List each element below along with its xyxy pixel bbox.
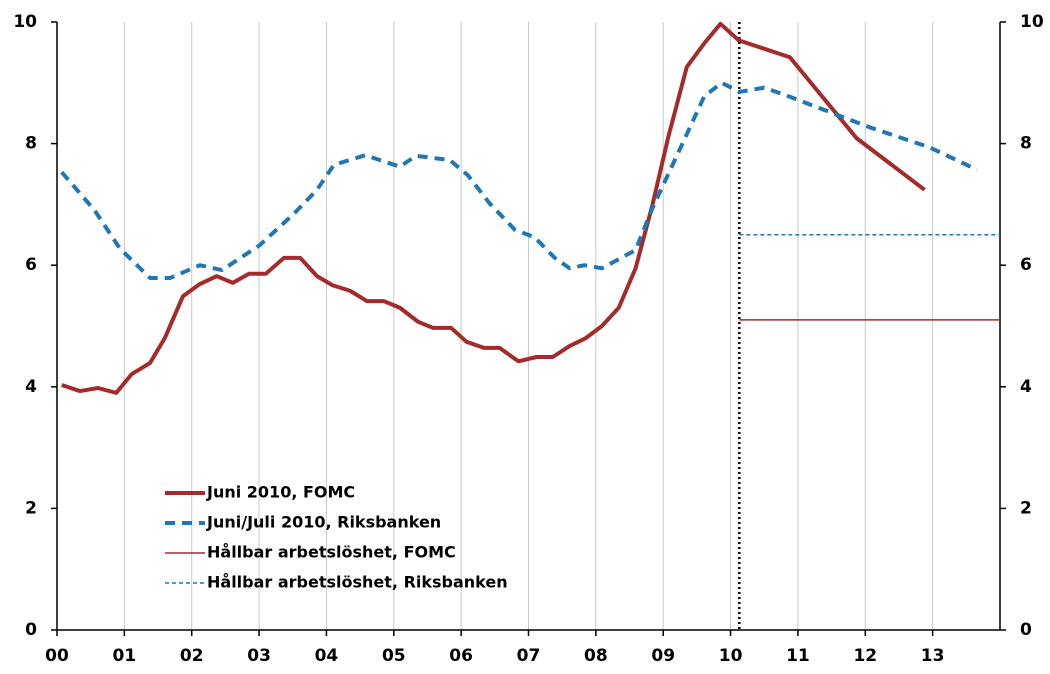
x-tick-label: 03: [247, 646, 271, 666]
x-tick-label: 13: [921, 646, 945, 666]
legend-label: Juni/Juli 2010, Riksbanken: [206, 513, 441, 532]
y-tick-label: 8: [25, 134, 37, 154]
x-tick-label: 11: [786, 646, 810, 666]
y-tick-label: 6: [25, 255, 37, 275]
x-tick-label: 00: [45, 646, 69, 666]
y-tick-label: 4: [25, 377, 37, 397]
y2-tick-label: 4: [1020, 377, 1032, 397]
y2-tick-label: 10: [1020, 12, 1044, 32]
legend-label: Juni 2010, FOMC: [206, 483, 355, 502]
x-tick-label: 05: [382, 646, 406, 666]
legend-label: Hållbar arbetslöshet, FOMC: [207, 543, 456, 562]
y-tick-label: 0: [25, 620, 37, 640]
legend-label: Hållbar arbetslöshet, Riksbanken: [207, 573, 508, 592]
x-tick-label: 04: [315, 646, 339, 666]
x-tick-label: 06: [449, 646, 473, 666]
series-line: [61, 21, 926, 395]
y2-tick-label: 6: [1020, 255, 1032, 275]
x-tick-label: 08: [584, 646, 608, 666]
x-tick-label: 01: [113, 646, 137, 666]
y2-tick-label: 8: [1020, 134, 1032, 154]
y-tick-label: 2: [25, 498, 37, 518]
x-tick-label: 10: [719, 646, 743, 666]
y2-tick-label: 0: [1020, 620, 1032, 640]
x-tick-label: 09: [651, 646, 675, 666]
x-tick-label: 12: [853, 646, 877, 666]
x-tick-label: 02: [180, 646, 204, 666]
x-tick-label: 07: [517, 646, 541, 666]
y-tick-label: 10: [13, 12, 37, 32]
y2-tick-label: 2: [1020, 498, 1032, 518]
series-line: [60, 80, 978, 280]
